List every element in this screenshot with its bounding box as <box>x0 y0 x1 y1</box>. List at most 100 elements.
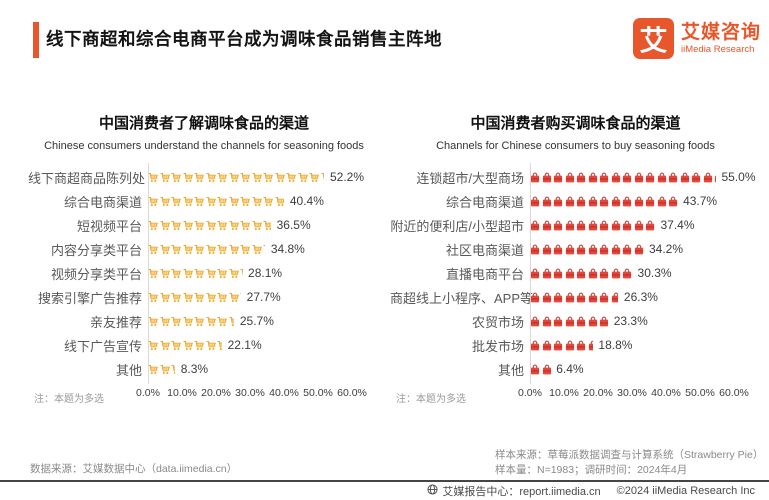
red-shopping-bag-icon <box>565 316 575 327</box>
gold-shopping-cart-icon <box>228 172 239 183</box>
gold-shopping-cart-icon <box>217 292 227 303</box>
red-shopping-bag-icon <box>530 268 540 279</box>
red-shopping-bag-icon <box>645 220 655 231</box>
gold-shopping-cart-icon <box>286 172 296 183</box>
value-label: 26.3% <box>623 290 658 304</box>
red-shopping-bag-icon <box>565 268 575 279</box>
chart-buy-channels: 中国消费者购买调味食品的渠道 Channels for Chinese cons… <box>390 112 761 405</box>
value-label: 30.3% <box>637 266 672 280</box>
red-shopping-bag-icon <box>588 340 593 351</box>
red-shopping-bag-icon <box>611 244 621 255</box>
sample-source-line: 样本来源：草莓派数据调查与计算系统（Strawberry Pie） <box>495 449 764 461</box>
x-axis-tick-label: 30.0% <box>235 387 265 399</box>
red-shopping-bag-icon <box>622 268 632 279</box>
category-label: 搜索引擎广告推荐 <box>37 290 142 306</box>
red-shopping-bag-icon <box>576 340 586 351</box>
red-shopping-bag-icon <box>576 268 586 279</box>
gold-shopping-cart-icon <box>159 172 170 183</box>
gold-shopping-cart-icon <box>228 220 239 231</box>
icon-bar <box>148 268 244 279</box>
red-shopping-bag-icon <box>542 316 552 327</box>
category-label: 其他 <box>497 362 524 378</box>
chart-row: 直播电商平台 30.3% <box>390 261 761 285</box>
gold-shopping-cart-icon <box>194 316 204 327</box>
red-shopping-bag-icon <box>576 244 586 255</box>
red-shopping-bag-icon <box>542 244 552 255</box>
chart-row: 农贸市场 23.3% <box>390 309 761 333</box>
gold-shopping-cart-icon <box>297 172 308 183</box>
gold-shopping-cart-icon <box>205 244 216 255</box>
value-label: 43.7% <box>683 194 718 208</box>
chart-row: 附近的便利店/小型超市 37.4% <box>390 213 761 237</box>
red-shopping-bag-icon <box>530 364 540 375</box>
gold-shopping-cart-icon <box>205 268 216 279</box>
x-axis-tick-label: 30.0% <box>617 387 647 399</box>
red-shopping-bag-icon <box>657 196 667 207</box>
page-title: 线下商超和综合电商平台成为调味食品销售主阵地 <box>46 29 442 49</box>
value-label: 25.7% <box>239 314 274 328</box>
red-shopping-bag-icon <box>611 220 621 231</box>
red-shopping-bag-icon <box>542 340 552 351</box>
gold-shopping-cart-icon <box>159 364 170 375</box>
gold-shopping-cart-icon <box>205 340 216 351</box>
gold-shopping-cart-icon <box>205 196 216 207</box>
iimedia-logo: 艾 艾媒咨询 iiMedia Research <box>633 18 761 59</box>
red-shopping-bag-icon <box>611 196 621 207</box>
footer-bar: 艾媒报告中心：report.iimedia.cn ©2024 iiMedia R… <box>0 480 769 500</box>
gold-shopping-cart-icon <box>194 292 204 303</box>
category-label: 内容分享类平台 <box>50 242 142 258</box>
category-label: 商超线上小程序、APP等 <box>390 290 534 306</box>
red-shopping-bag-icon <box>703 172 713 183</box>
red-shopping-bag-icon <box>553 340 563 351</box>
gold-shopping-cart-icon <box>228 244 239 255</box>
gold-shopping-cart-icon <box>320 172 325 183</box>
chart-subtitle: Channels for Chinese consumers to buy se… <box>436 140 715 152</box>
icon-bar <box>148 196 286 207</box>
chart-row: 商超线上小程序、APP等 26.3% <box>390 285 761 309</box>
gold-shopping-cart-icon <box>217 244 227 255</box>
red-shopping-bag-icon <box>553 268 563 279</box>
red-shopping-bag-icon <box>553 172 563 183</box>
chart-understand-channels: 中国消费者了解调味食品的渠道 Chinese consumers underst… <box>28 112 380 405</box>
gold-shopping-cart-icon <box>182 292 193 303</box>
red-shopping-bag-icon <box>530 292 540 303</box>
chart-row: 搜索引擎广告推荐 27.7% <box>28 285 380 309</box>
charts-area: 中国消费者了解调味食品的渠道 Chinese consumers underst… <box>28 112 761 405</box>
gold-shopping-cart-icon <box>171 364 176 375</box>
red-shopping-bag-icon <box>542 172 552 183</box>
category-label: 社区电商渠道 <box>445 242 524 258</box>
red-shopping-bag-icon <box>542 220 552 231</box>
red-shopping-bag-icon <box>588 268 598 279</box>
red-shopping-bag-icon <box>622 172 632 183</box>
red-shopping-bag-icon <box>576 172 586 183</box>
gold-shopping-cart-icon <box>182 244 193 255</box>
gold-shopping-cart-icon <box>194 220 204 231</box>
chart-row: 线下商超商品陈列处 52.2% <box>28 165 380 189</box>
value-label: 27.7% <box>246 290 281 304</box>
value-label: 34.2% <box>649 242 684 256</box>
icon-bar <box>530 316 610 327</box>
chart-row: 综合电商渠道 40.4% <box>28 189 380 213</box>
icon-bar <box>148 244 267 255</box>
value-label: 36.5% <box>276 218 311 232</box>
sample-source-note: 样本来源：草莓派数据调查与计算系统（Strawberry Pie） 样本量：N=… <box>495 448 763 478</box>
gold-shopping-cart-icon <box>159 316 170 327</box>
data-source-note: 数据来源：艾媒数据中心（data.iimedia.cn） <box>30 463 238 475</box>
red-shopping-bag-icon <box>565 244 575 255</box>
gold-shopping-cart-icon <box>148 292 158 303</box>
red-shopping-bag-icon <box>599 244 609 255</box>
red-shopping-bag-icon <box>622 220 632 231</box>
chart-row: 亲友推荐 25.7% <box>28 309 380 333</box>
gold-shopping-cart-icon <box>251 244 262 255</box>
x-axis: 注：本题为多选 0.0% 10.0% 20.0% 30.0% 40.0% 50.0% 60.… <box>28 385 380 405</box>
gold-shopping-cart-icon <box>171 340 181 351</box>
gold-shopping-cart-icon <box>240 244 250 255</box>
gold-shopping-cart-icon <box>182 196 193 207</box>
gold-shopping-cart-icon <box>205 292 216 303</box>
red-shopping-bag-icon <box>680 172 690 183</box>
red-shopping-bag-icon <box>576 316 586 327</box>
red-shopping-bag-icon <box>542 196 552 207</box>
gold-shopping-cart-icon <box>309 172 319 183</box>
red-shopping-bag-icon <box>634 196 644 207</box>
icon-bar <box>530 340 594 351</box>
